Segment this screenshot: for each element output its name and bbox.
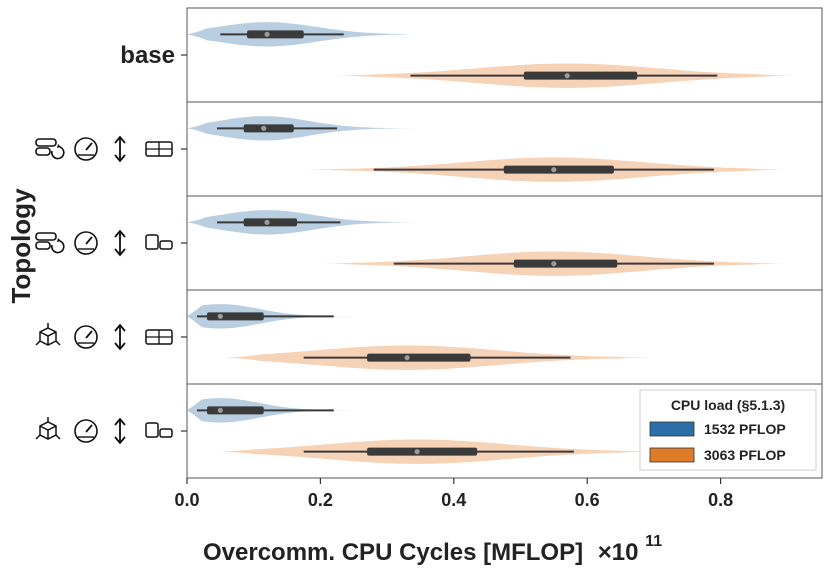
gauge-needle bbox=[85, 330, 93, 339]
legend-title: CPU load (§5.1.3) bbox=[671, 397, 785, 413]
x-axis: 0.0 0.2 0.4 0.6 0.8 bbox=[174, 478, 733, 510]
panel-2 bbox=[186, 195, 823, 291]
gauge-needle bbox=[85, 424, 93, 433]
cube-links bbox=[35, 323, 61, 346]
x-tick-label-3: 0.6 bbox=[575, 490, 600, 510]
series-0-row-4-iqr-box bbox=[207, 406, 264, 415]
series-0-row-2-iqr-box bbox=[243, 218, 298, 227]
series-1-row-0-median bbox=[564, 73, 570, 79]
legend-swatch-3063 bbox=[649, 447, 695, 463]
panel-3 bbox=[186, 289, 823, 385]
series-1-row-3-median bbox=[404, 355, 410, 361]
x-axis-scale: ×10 bbox=[598, 539, 639, 566]
x-axis-scale-exponent: 11 bbox=[645, 533, 662, 550]
network-cube-icon bbox=[35, 417, 61, 440]
gauge-ring bbox=[74, 137, 98, 161]
series-1-row-3-iqr-box bbox=[367, 353, 471, 362]
container-swap-arrowhead bbox=[57, 238, 61, 242]
y-axis-label: Topology bbox=[6, 188, 36, 304]
speedometer-icon bbox=[74, 137, 98, 161]
container-swap-icon bbox=[35, 138, 65, 160]
panel-group bbox=[186, 7, 823, 479]
server-unit bbox=[145, 422, 159, 438]
updown-heads bbox=[114, 323, 126, 351]
single-server-icon bbox=[145, 422, 173, 438]
gauge-ring bbox=[74, 231, 98, 255]
violin-group bbox=[187, 22, 794, 464]
updown-arrow-icon bbox=[114, 417, 126, 445]
cube-shape bbox=[39, 327, 57, 346]
server-grid-icon bbox=[145, 141, 173, 157]
series-1-row-4-iqr-box bbox=[367, 447, 478, 456]
panel-0 bbox=[186, 7, 823, 103]
series-0-row-1-median bbox=[261, 125, 267, 131]
x-tick-label-1: 0.2 bbox=[308, 490, 333, 510]
series-1-row-2-iqr-box bbox=[513, 259, 618, 268]
speedometer-icon bbox=[74, 231, 98, 255]
series-1-row-0-iqr-box bbox=[523, 71, 638, 80]
speedometer-icon bbox=[74, 325, 98, 349]
updown-arrow-icon bbox=[114, 229, 126, 257]
gauge-needle bbox=[85, 236, 93, 245]
series-0-row-0-median bbox=[264, 31, 270, 37]
server-drive bbox=[159, 428, 173, 438]
server-grid-icon bbox=[145, 329, 173, 345]
y-category-label-0: base bbox=[120, 42, 175, 69]
series-0-row-3-median bbox=[217, 313, 223, 319]
updown-arrow-icon bbox=[114, 323, 126, 351]
container-swap-arrow bbox=[51, 146, 65, 160]
speedometer-icon bbox=[74, 419, 98, 443]
series-0-row-0-iqr-box bbox=[247, 30, 304, 39]
legend: CPU load (§5.1.3) 1532 PFLOP 3063 PFLOP bbox=[639, 389, 817, 471]
series-1-row-1-median bbox=[551, 167, 557, 173]
single-server-icon bbox=[145, 234, 173, 250]
legend-label-3063: 3063 PFLOP bbox=[704, 447, 786, 463]
series-1-row-1-iqr-box bbox=[503, 165, 614, 174]
server-grid-lines bbox=[146, 142, 172, 156]
container-box-top bbox=[35, 232, 57, 241]
legend-swatch-1532 bbox=[649, 421, 695, 437]
server-drive bbox=[159, 240, 173, 250]
series-1-row-2-median bbox=[551, 261, 557, 267]
updown-heads bbox=[114, 417, 126, 445]
y-category-labels: base bbox=[35, 42, 187, 445]
container-box-bottom bbox=[35, 147, 51, 156]
container-swap-arrow bbox=[51, 240, 65, 254]
container-box-top bbox=[35, 138, 57, 147]
gauge-ring bbox=[74, 419, 98, 443]
container-box-bottom bbox=[35, 241, 51, 250]
cube-links bbox=[35, 417, 61, 440]
server-grid-lines bbox=[146, 330, 172, 344]
container-swap-icon bbox=[35, 232, 65, 254]
series-1-row-4-median bbox=[414, 449, 420, 455]
series-0-row-3-iqr-box bbox=[207, 312, 264, 321]
network-cube-icon bbox=[35, 323, 61, 346]
gauge-ring bbox=[74, 325, 98, 349]
x-axis-label: Overcomm. CPU Cycles [MFLOP] ×10 11 bbox=[203, 533, 662, 566]
legend-label-1532: 1532 PFLOP bbox=[704, 421, 786, 437]
gauge-needle bbox=[85, 142, 93, 151]
x-tick-label-0: 0.0 bbox=[174, 490, 199, 510]
series-0-row-1-iqr-box bbox=[243, 124, 294, 133]
updown-heads bbox=[114, 135, 126, 163]
container-swap-arrowhead bbox=[57, 144, 61, 148]
updown-arrow-icon bbox=[114, 135, 126, 163]
series-0-row-4-median bbox=[217, 407, 223, 413]
cube-shape bbox=[39, 421, 57, 440]
server-unit bbox=[145, 234, 159, 250]
updown-heads bbox=[114, 229, 126, 257]
x-tick-label-2: 0.4 bbox=[441, 490, 466, 510]
x-axis-label-text: Overcomm. CPU Cycles [MFLOP] bbox=[203, 539, 583, 566]
panel-1 bbox=[186, 101, 823, 197]
x-tick-label-4: 0.8 bbox=[708, 490, 733, 510]
series-0-row-2-median bbox=[264, 219, 270, 225]
